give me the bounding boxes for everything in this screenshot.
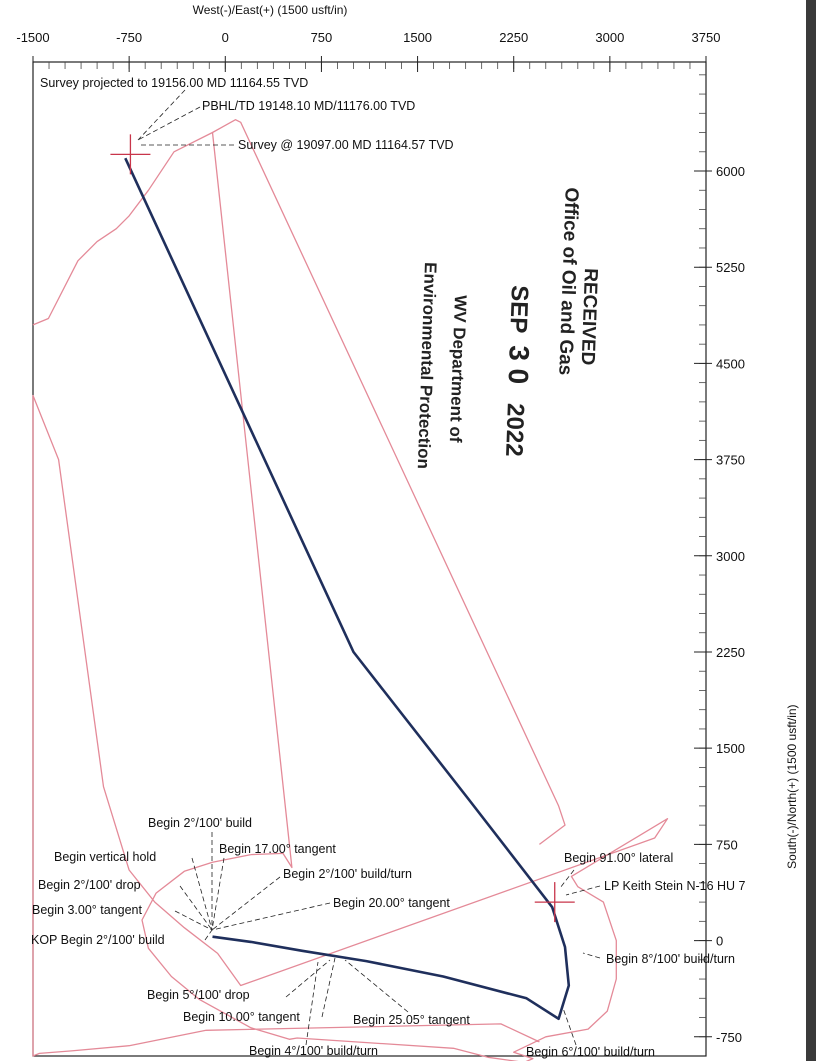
annotation-leader xyxy=(285,959,331,998)
lease-boundary-line xyxy=(32,394,669,1061)
annotation-label: Survey @ 19097.00 MD 11164.57 TVD xyxy=(238,138,454,152)
annotation-label: PBHL/TD 19148.10 MD/11176.00 TVD xyxy=(202,99,415,113)
annotation-label: Survey projected to 19156.00 MD 11164.55… xyxy=(40,76,308,90)
annotation-label: KOP Begin 2°/100' build xyxy=(31,933,165,947)
annotation-leader xyxy=(211,902,331,931)
stamp-day: 3 0 xyxy=(503,345,535,385)
well-path-line xyxy=(124,157,571,1021)
y-tick-label: 3000 xyxy=(716,549,745,564)
annotation-label: Begin 91.00° lateral xyxy=(564,851,673,865)
annotation-leader xyxy=(305,961,319,1046)
x-tick-label: 750 xyxy=(311,30,333,45)
annotation-leader xyxy=(179,885,213,931)
annotation-label: Begin 20.00° tangent xyxy=(333,896,450,910)
lease-boundary-line xyxy=(32,131,293,869)
annotation-label: Begin 2°/100' build/turn xyxy=(283,867,412,881)
annotation-label: Begin 17.00° tangent xyxy=(219,842,336,856)
y-tick-label: 6000 xyxy=(716,164,745,179)
received-stamp: RECEIVED Office of Oil and Gas SEP 3 0 2… xyxy=(414,187,601,469)
stamp-year: 2022 xyxy=(500,403,529,457)
annotation-leader xyxy=(582,952,601,959)
annotation-leader xyxy=(562,1007,577,1046)
stamp-month: SEP xyxy=(504,285,533,334)
annotation-leader xyxy=(565,885,601,896)
annotation-label: Begin 2°/100' drop xyxy=(38,878,141,892)
y-tick-label: -750 xyxy=(716,1030,742,1045)
y-tick-label: 4500 xyxy=(716,356,745,371)
y-tick-label: 750 xyxy=(716,837,738,852)
annotation-leader xyxy=(211,876,281,931)
annotation-label: Begin 4°/100' build/turn xyxy=(249,1044,378,1058)
annotation-leader xyxy=(204,929,213,941)
x-tick-label: 1500 xyxy=(403,30,432,45)
annotation-leader xyxy=(211,857,225,931)
annotation-label: Begin 10.00° tangent xyxy=(183,1010,300,1024)
annotation-leader xyxy=(321,957,336,1018)
x-axis-title: West(-)/East(+) (1500 usft/in) xyxy=(193,3,348,17)
stamp-received: RECEIVED xyxy=(577,268,601,366)
x-tick-label: -750 xyxy=(116,30,142,45)
x-tick-label: -1500 xyxy=(16,30,49,45)
annotation-leader xyxy=(137,106,201,141)
lease-boundary-line xyxy=(212,119,566,845)
annotation-label: Begin 2°/100' build xyxy=(148,816,252,830)
x-tick-label: 3000 xyxy=(595,30,624,45)
annotation-label: Begin 25.05° tangent xyxy=(353,1013,470,1027)
y-tick-label: 2250 xyxy=(716,645,745,660)
annotation-label: Begin 8°/100' build/turn xyxy=(606,952,735,966)
y-tick-label: 3750 xyxy=(716,453,745,468)
annotation-leader xyxy=(344,959,409,1013)
stamp-protection: Environmental Protection xyxy=(414,262,440,469)
annotation-label: LP Keith Stein N-16 HU 7 xyxy=(604,879,746,893)
stamp-dept: WV Department of xyxy=(446,295,470,443)
annotation-label: Begin 3.00° tangent xyxy=(32,903,142,917)
annotation-leader xyxy=(137,89,186,141)
scan-edge xyxy=(806,0,816,1061)
y-axis-title: South(-)/North(+) (1500 usft/in) xyxy=(785,704,799,868)
y-tick-label: 5250 xyxy=(716,260,745,275)
annotation-leader xyxy=(174,910,213,931)
y-tick-label: 0 xyxy=(716,934,723,949)
annotation-leader xyxy=(191,857,213,931)
annotation-leader xyxy=(559,869,575,889)
x-tick-label: 3750 xyxy=(692,30,721,45)
x-tick-label: 2250 xyxy=(499,30,528,45)
y-tick-label: 1500 xyxy=(716,741,745,756)
annotation-label: Begin vertical hold xyxy=(54,850,156,864)
x-tick-label: 0 xyxy=(222,30,229,45)
annotation-label: Begin 6°/100' build/turn xyxy=(526,1045,655,1059)
annotation-label: Begin 5°/100' drop xyxy=(147,988,250,1002)
